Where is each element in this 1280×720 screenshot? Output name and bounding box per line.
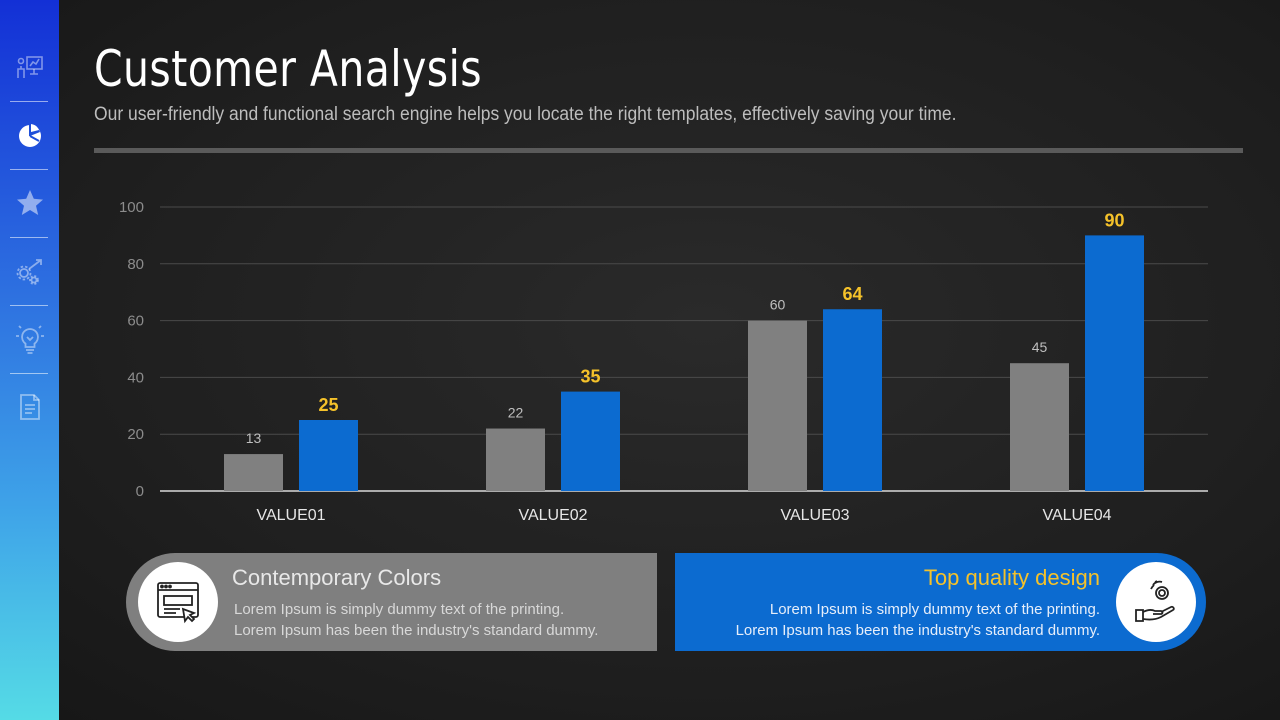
sidebar <box>0 0 59 720</box>
star-icon <box>16 190 43 215</box>
bar-series2 <box>1085 235 1144 491</box>
x-tick-label: VALUE01 <box>256 507 325 524</box>
data-label: 45 <box>1032 339 1048 355</box>
bar-series1 <box>224 454 283 491</box>
sidebar-item-star[interactable] <box>0 169 59 237</box>
y-tick-label: 60 <box>127 313 144 330</box>
sidebar-item-document[interactable] <box>0 373 59 441</box>
data-label: 60 <box>770 297 786 313</box>
browser-window-icon <box>157 582 199 624</box>
feature-card-top-quality: Top quality design Lorem Ipsum is simply… <box>675 553 1206 651</box>
card-line-2: Lorem Ipsum has been the industry's stan… <box>234 622 599 639</box>
card-title: Contemporary Colors <box>232 565 442 590</box>
data-label: 64 <box>842 284 862 304</box>
card-icon-circle <box>138 562 218 642</box>
x-tick-label: VALUE03 <box>780 507 849 524</box>
card-title: Top quality design <box>923 565 1100 590</box>
data-label: 35 <box>580 367 600 387</box>
y-tick-label: 40 <box>127 369 144 386</box>
bar-series1 <box>748 320 807 491</box>
pie-chart-icon <box>18 124 41 147</box>
bar-series1 <box>486 428 545 491</box>
bar-series1 <box>1010 363 1069 491</box>
card-icon-circle <box>1116 562 1196 642</box>
lightbulb-icon <box>15 325 44 354</box>
y-tick-label: 20 <box>127 426 144 443</box>
card-line-1: Lorem Ipsum is simply dummy text of the … <box>234 601 565 618</box>
card-line-1: Lorem Ipsum is simply dummy text of the … <box>769 601 1100 618</box>
sidebar-item-gears[interactable] <box>0 237 59 305</box>
sidebar-item-lightbulb[interactable] <box>0 305 59 373</box>
bar-series2 <box>561 391 620 491</box>
bar-series2 <box>299 420 358 491</box>
y-tick-label: 0 <box>136 483 144 500</box>
presentation-icon <box>16 56 43 78</box>
title-divider <box>94 148 1243 153</box>
card-line-2: Lorem Ipsum has been the industry's stan… <box>735 622 1100 639</box>
data-label: 13 <box>246 430 262 446</box>
page-title: Customer Analysis <box>94 40 483 98</box>
sidebar-item-presentation[interactable] <box>0 33 59 101</box>
data-label: 25 <box>318 395 338 415</box>
sidebar-item-pie-chart[interactable] <box>0 101 59 169</box>
y-tick-label: 80 <box>127 256 144 273</box>
bar-series2 <box>823 309 882 491</box>
x-tick-label: VALUE02 <box>518 507 587 524</box>
card-description: Lorem Ipsum is simply dummy text of the … <box>736 599 1100 641</box>
feature-card-contemporary-colors: Contemporary Colors Lorem Ipsum is simpl… <box>126 553 657 651</box>
page-subtitle: Our user-friendly and functional search … <box>94 104 957 125</box>
bar-chart: 0 20 40 60 80 100 VALUE01 13 25 VALUE02 22 35 VALUE0… <box>119 199 1208 524</box>
hand-coin-icon <box>1135 580 1175 622</box>
data-label: 90 <box>1104 210 1124 230</box>
gears-icon <box>16 259 42 285</box>
card-description: Lorem Ipsum is simply dummy text of the … <box>234 599 598 641</box>
data-label: 22 <box>508 405 524 421</box>
y-tick-label: 100 <box>119 199 144 216</box>
x-tick-label: VALUE04 <box>1042 507 1111 524</box>
document-icon <box>19 394 40 420</box>
